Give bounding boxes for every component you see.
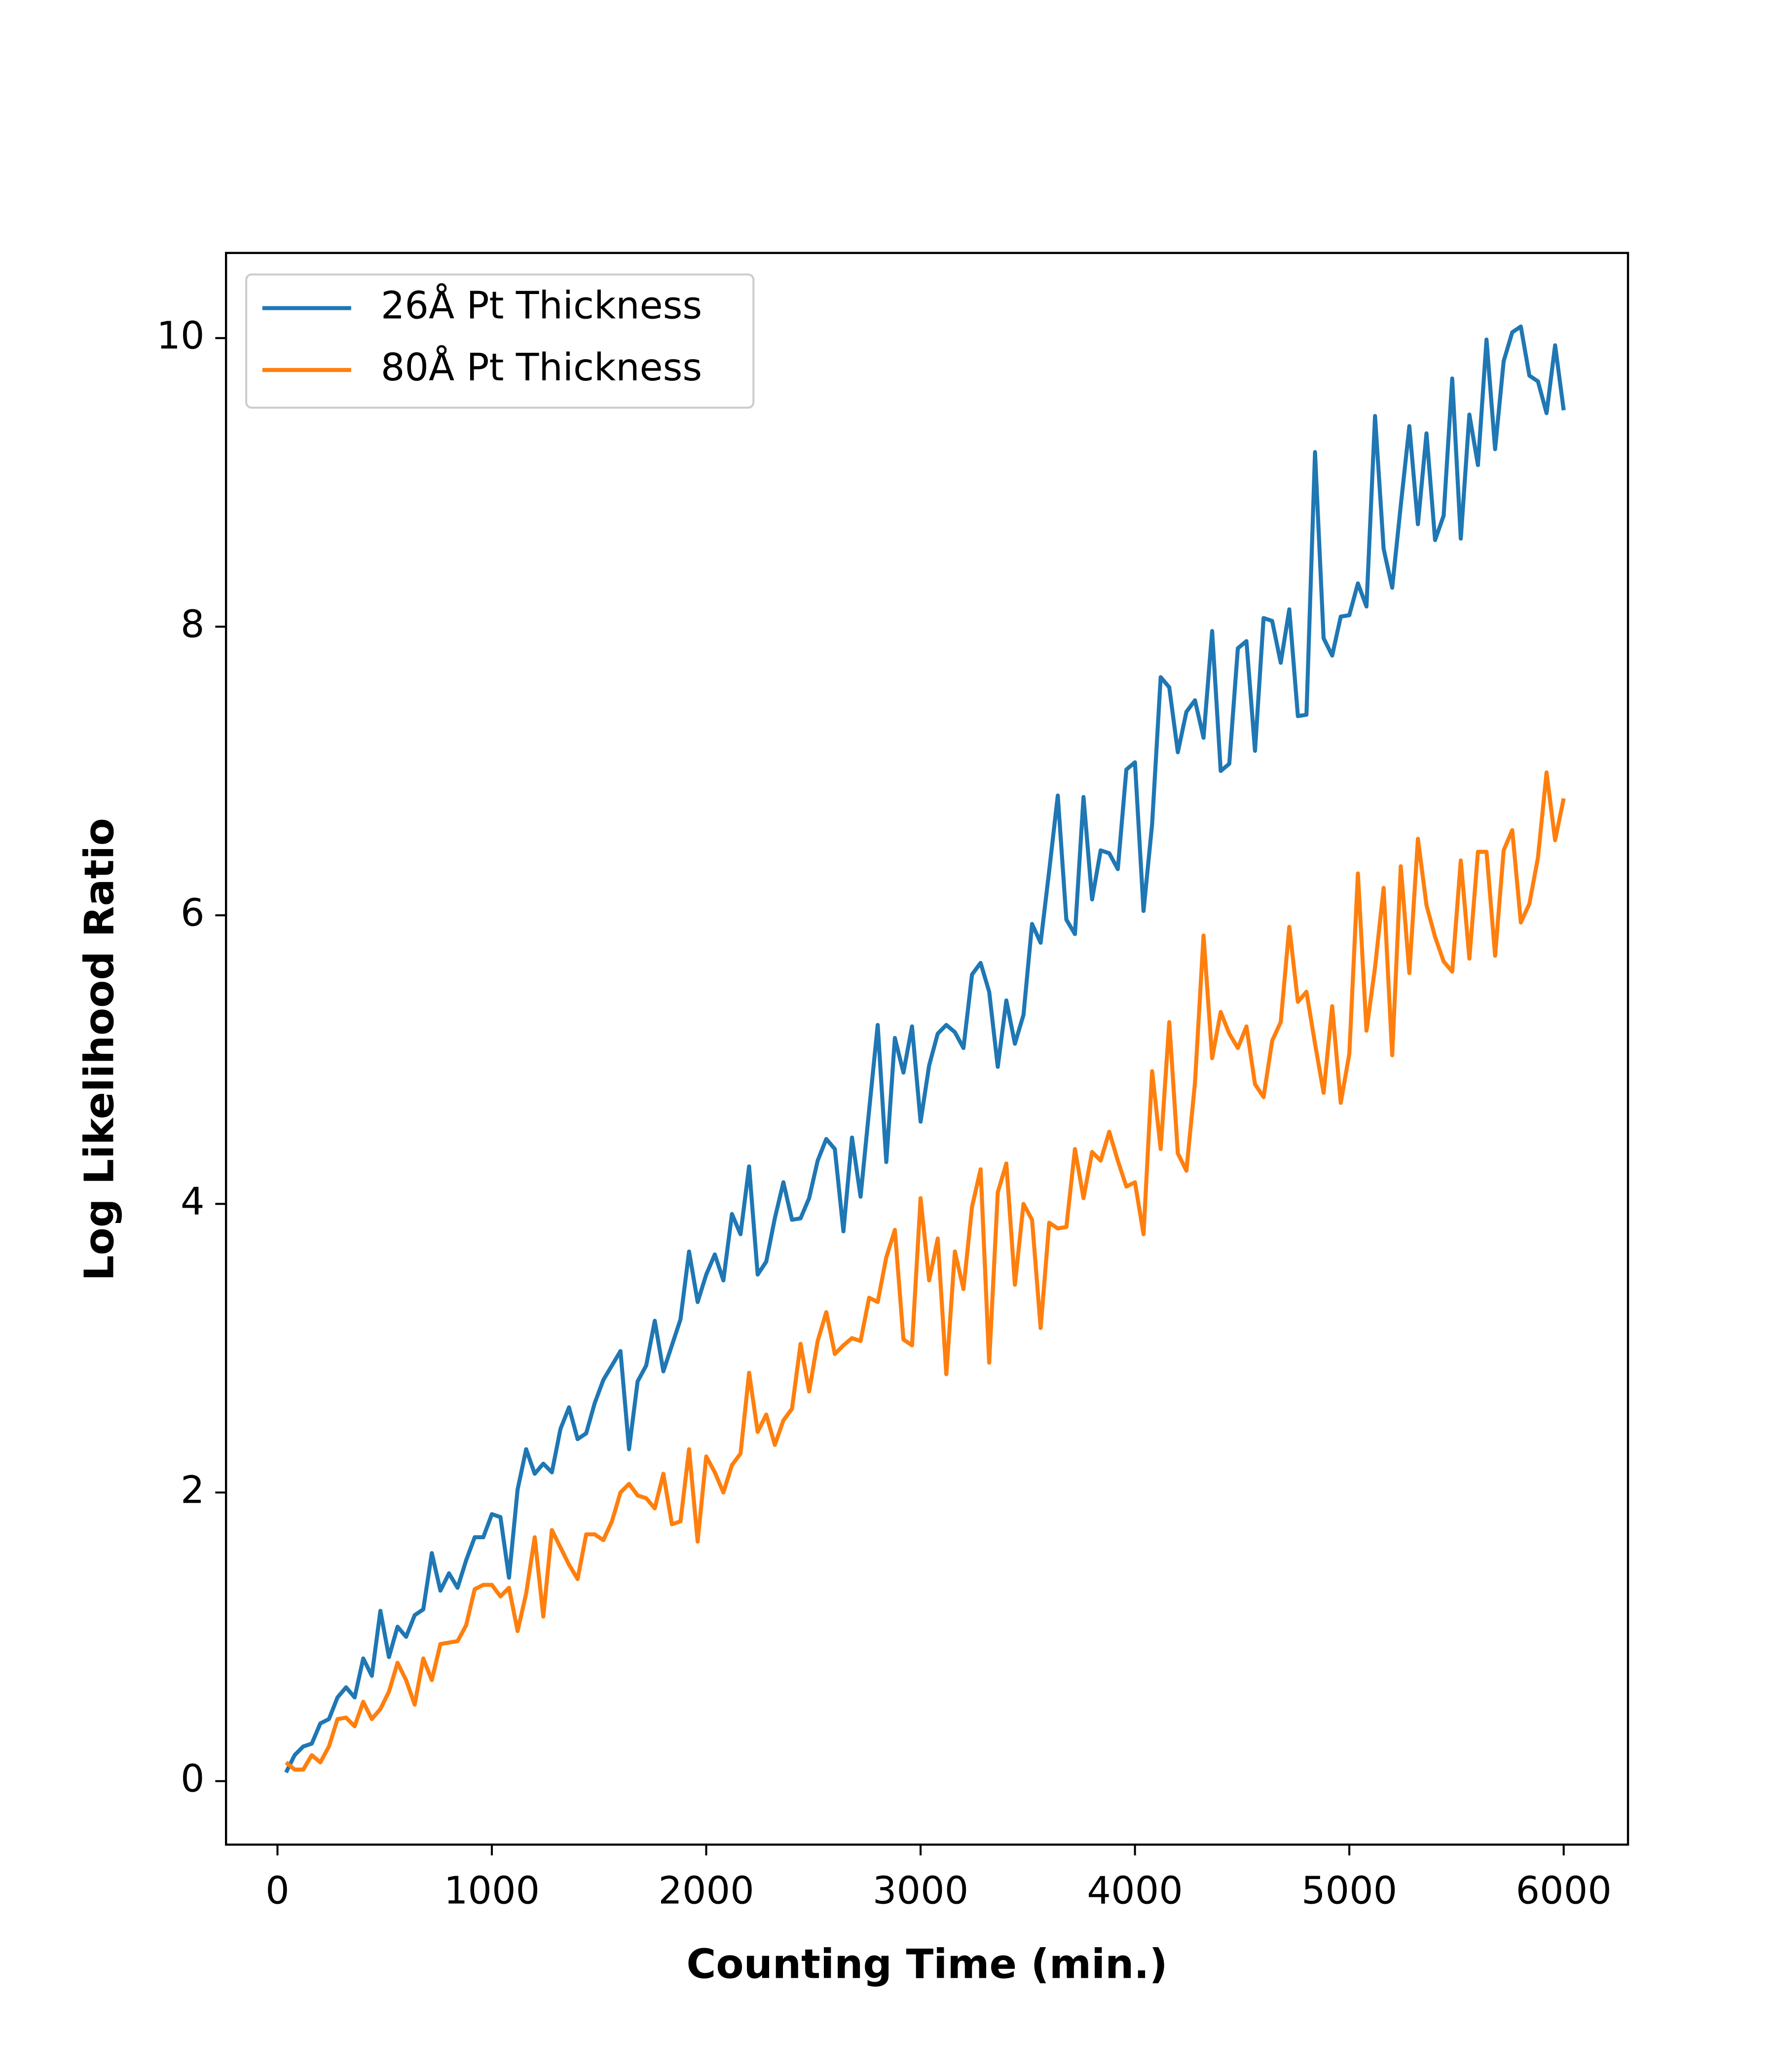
series-line: [285, 770, 1566, 1772]
x-tick-label: 0: [265, 1869, 290, 1913]
y-tick-label: 10: [156, 314, 204, 358]
y-tick-label: 6: [181, 891, 205, 935]
y-tick-label: 8: [181, 602, 205, 646]
y-tick-label: 2: [181, 1468, 205, 1512]
y-axis-label: Log Likelihood Ratio: [76, 818, 123, 1281]
series-line: [284, 324, 1566, 1774]
y-tick-label: 4: [181, 1180, 205, 1223]
legend-box: [245, 273, 755, 409]
x-tick-label: 5000: [1301, 1869, 1397, 1913]
x-axis-label: Counting Time (min.): [686, 1941, 1167, 1988]
x-tick-label: 1000: [444, 1869, 540, 1913]
legend-label: 80Å Pt Thickness: [381, 345, 702, 390]
x-tick-label: 4000: [1087, 1869, 1183, 1913]
legend-label: 26Å Pt Thickness: [381, 284, 702, 328]
plot-frame: [225, 252, 1629, 1846]
x-tick-label: 3000: [873, 1869, 968, 1913]
x-tick-label: 6000: [1516, 1869, 1611, 1913]
x-tick-label: 2000: [658, 1869, 754, 1913]
y-tick-label: 0: [181, 1757, 205, 1801]
